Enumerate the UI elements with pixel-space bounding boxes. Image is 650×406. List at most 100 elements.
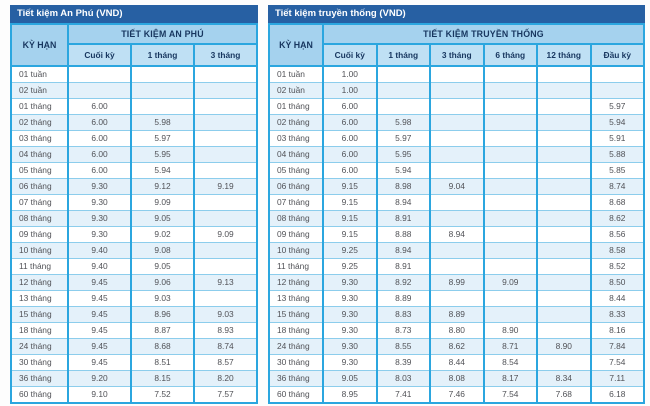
table-body: 01 tuần 02 tuần 01 tháng 6.00 02 tháng 6.00 5.… — [10, 65, 258, 404]
rate-cell — [536, 226, 592, 243]
anphu-rates-table: Tiết kiệm An Phú (VND) KỲ HẠN TIẾT KIỆM A… — [10, 5, 258, 404]
rate-cell: 8.50 — [589, 274, 645, 291]
rate-cell: 8.98 — [375, 178, 431, 195]
header-row-group: KỲ HẠN TIẾT KIỆM TRUYỀN THỐNG — [268, 23, 645, 67]
rate-cell — [193, 242, 258, 259]
rate-cell: 7.11 — [589, 370, 645, 387]
rate-cell — [193, 114, 258, 131]
rate-cell: 9.03 — [193, 306, 258, 323]
rate-cell: 8.03 — [375, 370, 431, 387]
column-header: Đầu kỳ — [589, 43, 645, 67]
table-row: 36 tháng 9.05 8.03 8.08 8.17 8.34 7.11 — [268, 370, 645, 387]
rate-cell: 9.06 — [130, 274, 195, 291]
rate-cell: 9.30 — [322, 290, 378, 307]
rate-cell: 8.83 — [375, 306, 431, 323]
rate-cell: 5.94 — [375, 162, 431, 179]
rate-cell — [193, 130, 258, 147]
rate-cell — [193, 210, 258, 227]
rate-cell: 9.15 — [322, 226, 378, 243]
rate-cell: 9.45 — [67, 274, 132, 291]
rate-cell: 8.54 — [482, 354, 538, 371]
rate-cell — [536, 178, 592, 195]
table-row: 36 tháng 9.20 8.15 8.20 — [10, 370, 258, 387]
rate-cell: 8.87 — [130, 322, 195, 339]
term-label: 03 tháng — [10, 130, 69, 147]
column-header: Cuối kỳ — [322, 43, 378, 67]
term-label: 04 tháng — [10, 146, 69, 163]
rate-cell: 9.20 — [67, 370, 132, 387]
rate-cell: 9.13 — [193, 274, 258, 291]
term-label: 11 tháng — [268, 258, 324, 275]
rate-cell: 8.68 — [130, 338, 195, 355]
rate-cell — [130, 98, 195, 115]
column-header: 3 tháng — [193, 43, 258, 67]
rate-cell: 5.97 — [130, 130, 195, 147]
term-label: 08 tháng — [268, 210, 324, 227]
table-row: 01 tháng 6.00 — [10, 98, 258, 115]
table-row: 08 tháng 9.15 8.91 8.62 — [268, 210, 645, 227]
rate-cell — [429, 162, 485, 179]
rate-cell: 9.30 — [322, 306, 378, 323]
table-row: 07 tháng 9.30 9.09 — [10, 194, 258, 211]
rate-cell: 9.12 — [130, 178, 195, 195]
table-row: 12 tháng 9.30 8.92 8.99 9.09 8.50 — [268, 274, 645, 291]
table-row: 18 tháng 9.30 8.73 8.80 8.90 8.16 — [268, 322, 645, 339]
rate-cell: 8.89 — [429, 306, 485, 323]
rate-cell — [429, 98, 485, 115]
header-row-group: KỲ HẠN TIẾT KIỆM AN PHÚ — [10, 23, 258, 67]
term-label: 36 tháng — [10, 370, 69, 387]
term-label: 10 tháng — [10, 242, 69, 259]
term-label: 01 tuần — [268, 65, 324, 83]
rate-cell: 9.04 — [429, 178, 485, 195]
rate-cell: 8.62 — [429, 338, 485, 355]
truyenthong-table-title: Tiết kiệm truyền thống (VND) — [268, 5, 645, 23]
rate-cell: 8.88 — [375, 226, 431, 243]
rate-cell — [429, 82, 485, 99]
rate-cell: 8.94 — [375, 194, 431, 211]
rate-cell: 8.68 — [589, 194, 645, 211]
rate-cell: 9.30 — [322, 354, 378, 371]
term-column-header: KỲ HẠN — [268, 23, 324, 67]
rate-cell: 8.91 — [375, 210, 431, 227]
anphu-table-title: Tiết kiệm An Phú (VND) — [10, 5, 258, 23]
table-row: 60 tháng 9.10 7.52 7.57 — [10, 386, 258, 404]
rate-cell: 8.33 — [589, 306, 645, 323]
table-row: 06 tháng 9.15 8.98 9.04 8.74 — [268, 178, 645, 195]
column-header: 6 tháng — [482, 43, 538, 67]
rate-cell — [482, 178, 538, 195]
rate-cell: 6.00 — [322, 114, 378, 131]
rate-cell — [429, 194, 485, 211]
term-label: 18 tháng — [10, 322, 69, 339]
rate-cell: 6.00 — [322, 130, 378, 147]
term-label: 11 tháng — [10, 258, 69, 275]
rate-cell: 6.18 — [589, 386, 645, 404]
rate-cell: 7.68 — [536, 386, 592, 404]
rate-cell: 9.09 — [130, 194, 195, 211]
term-label: 02 tháng — [268, 114, 324, 131]
rate-cell: 8.89 — [375, 290, 431, 307]
rate-cell — [536, 162, 592, 179]
rate-cell — [193, 82, 258, 99]
rate-cell: 8.58 — [589, 242, 645, 259]
column-header: 1 tháng — [375, 43, 431, 67]
table-row: 13 tháng 9.45 9.03 — [10, 290, 258, 307]
group-header: TIẾT KIỆM TRUYỀN THỐNG — [322, 23, 645, 45]
rate-cell: 9.15 — [322, 194, 378, 211]
rate-cell — [482, 82, 538, 99]
rate-cell: 8.90 — [536, 338, 592, 355]
rate-cell: 8.52 — [589, 258, 645, 275]
rate-cell — [536, 114, 592, 131]
rate-cell — [193, 98, 258, 115]
table-header: KỲ HẠN TIẾT KIỆM TRUYỀN THỐNG Cuối kỳ 1 thá… — [268, 23, 645, 67]
rate-cell — [67, 65, 132, 83]
rate-cell: 8.91 — [375, 258, 431, 275]
table-row: 24 tháng 9.30 8.55 8.62 8.71 8.90 7.84 — [268, 338, 645, 355]
rate-cell: 8.92 — [375, 274, 431, 291]
rate-cell — [482, 162, 538, 179]
term-column-header: KỲ HẠN — [10, 23, 69, 67]
term-label: 07 tháng — [268, 194, 324, 211]
term-label: 06 tháng — [268, 178, 324, 195]
term-label: 60 tháng — [268, 386, 324, 404]
term-label: 05 tháng — [268, 162, 324, 179]
rate-cell: 8.73 — [375, 322, 431, 339]
